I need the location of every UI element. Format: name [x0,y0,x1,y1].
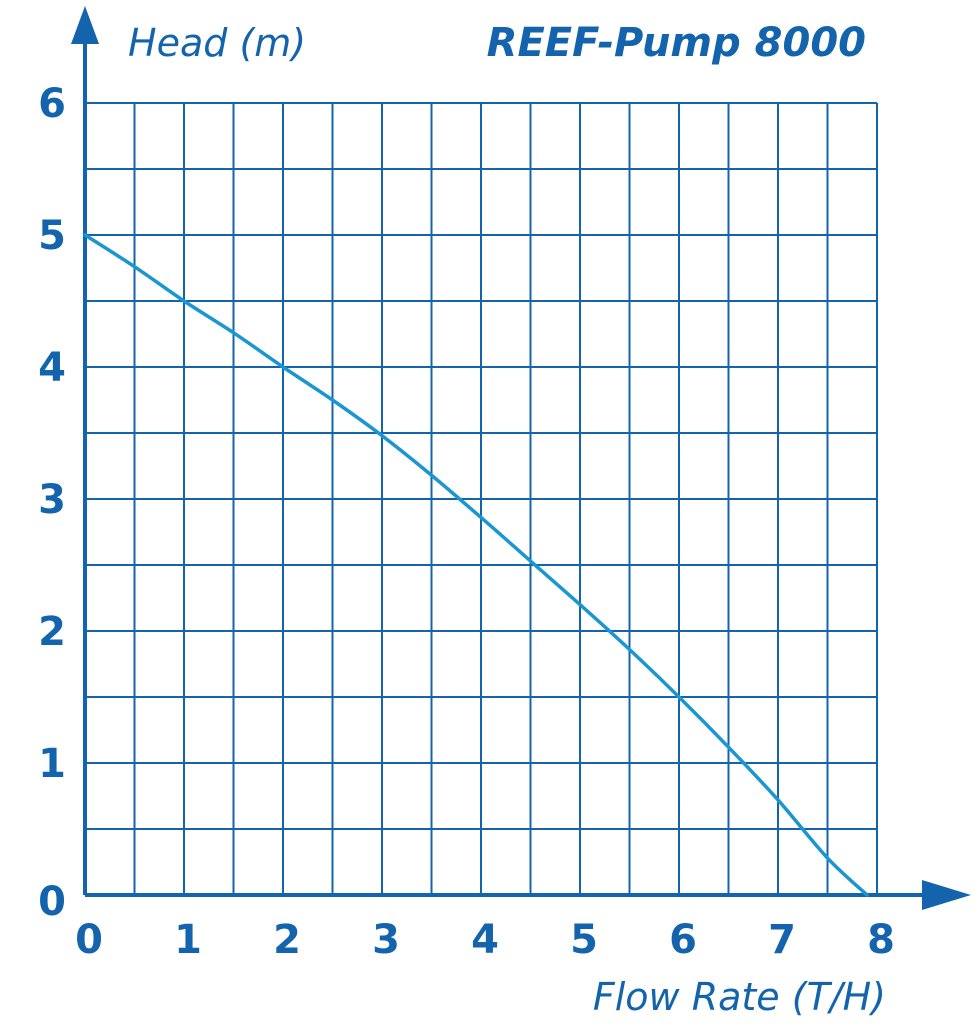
y-tick-label: 1 [38,741,66,787]
x-tick-label: 6 [669,917,697,963]
tick-labels: 0 1 2 3 4 5 6 7 8 0 1 2 3 4 5 6 [38,81,895,963]
x-tick-label: 5 [570,917,598,963]
x-tick-label: 0 [75,917,103,963]
y-tick-label: 6 [38,81,66,127]
x-axis-arrow-icon [922,880,971,910]
axes [71,6,971,910]
curve [83,233,869,897]
y-tick-label: 3 [38,477,66,523]
y-tick-label: 5 [38,213,66,259]
pump-curve-line [83,233,869,897]
x-tick-label: 3 [372,917,400,963]
x-tick-label: 2 [273,917,301,963]
x-tick-label: 7 [768,917,796,963]
x-tick-label: 4 [471,917,499,963]
y-tick-label: 0 [38,879,66,925]
x-tick-label: 1 [174,917,202,963]
x-axis-label: Flow Rate (T/H) [593,975,886,1019]
chart-title: REEF-Pump 8000 [487,20,866,66]
y-axis-arrow-icon [71,6,99,44]
y-tick-label: 2 [38,609,66,655]
x-tick-label: 8 [867,917,895,963]
grid [85,102,878,895]
y-axis-label: Head (m) [128,21,306,65]
y-tick-label: 4 [38,345,66,391]
